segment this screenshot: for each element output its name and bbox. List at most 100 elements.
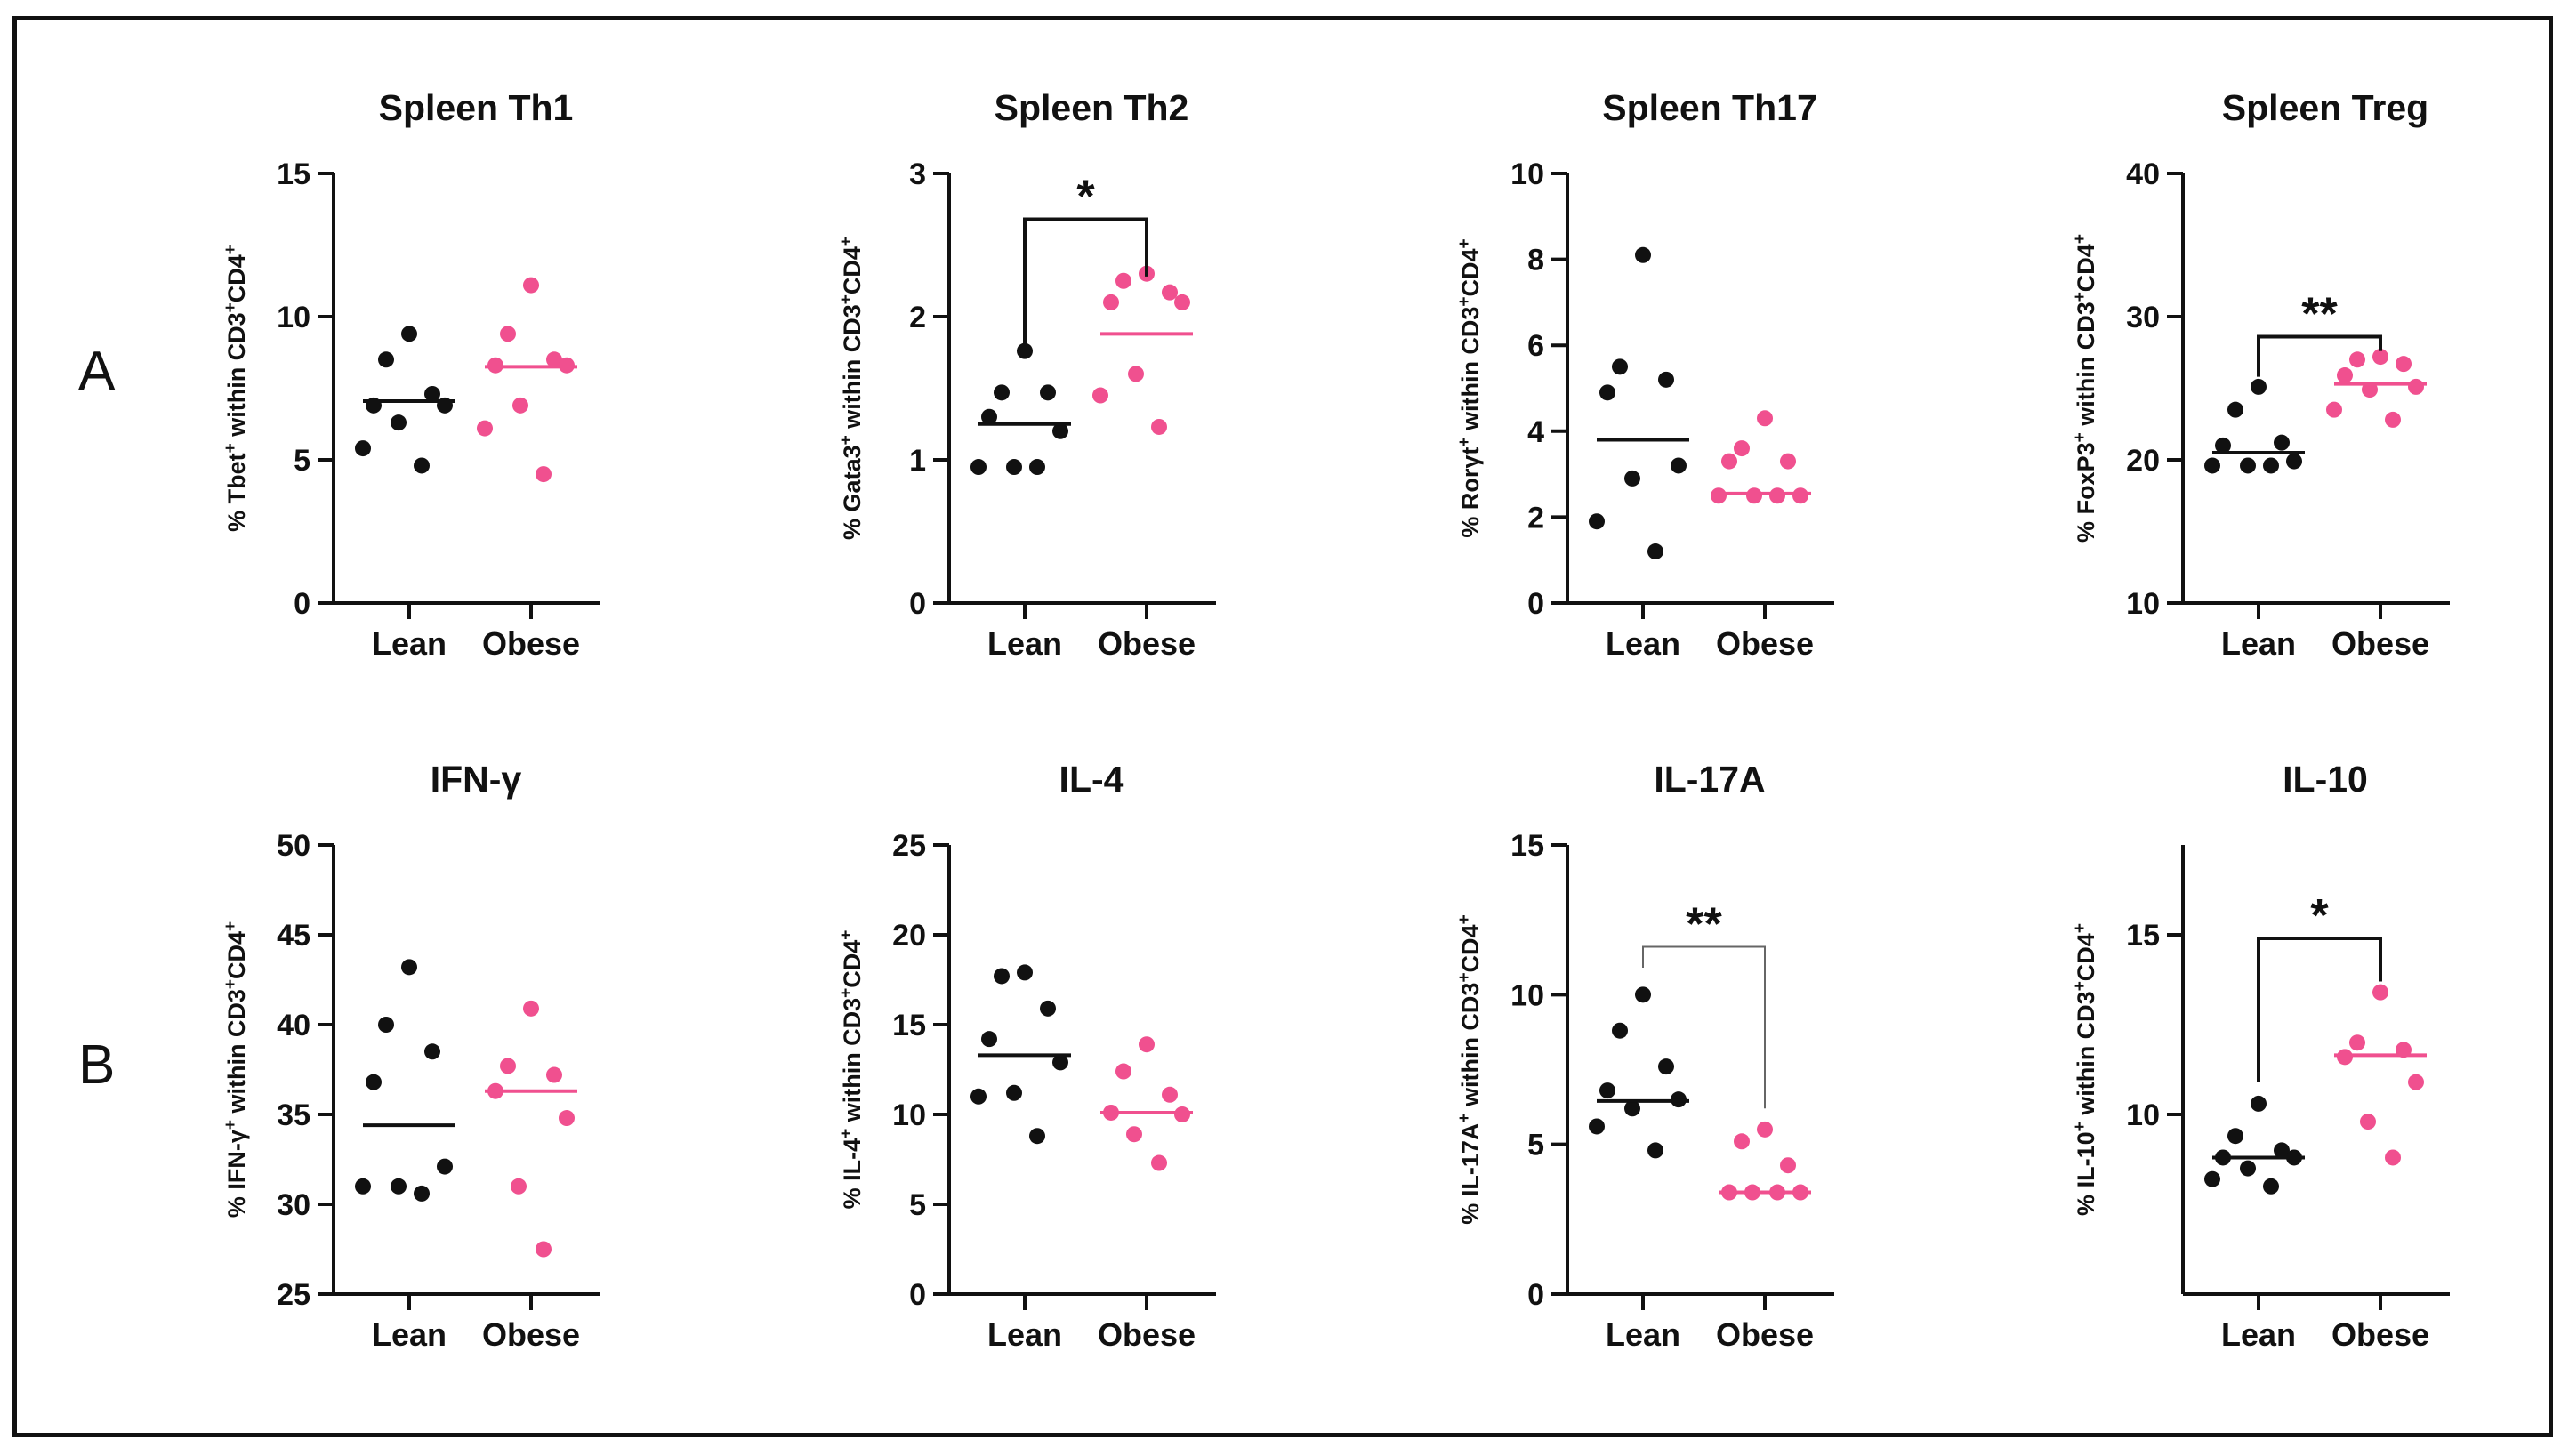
data-point-obese — [2349, 351, 2365, 368]
data-point-lean — [1017, 342, 1033, 359]
chart-title: Spleen Treg — [2222, 87, 2428, 128]
data-point-obese — [2360, 1114, 2376, 1130]
y-axis-label: % Tbet+ within CD3+CD4+ — [221, 245, 251, 532]
data-point-obese — [1734, 440, 1750, 457]
data-point-obese — [1757, 1121, 1773, 1138]
y-tick-label: 50 — [277, 829, 310, 863]
y-tick-label: 25 — [277, 1278, 310, 1312]
data-point-lean — [1624, 1100, 1640, 1117]
data-point-obese — [1757, 410, 1773, 427]
chart-title: Spleen Th1 — [379, 87, 574, 128]
x-tick-label: Lean — [1606, 625, 1680, 662]
x-tick-label: Obese — [1716, 1316, 1814, 1353]
y-tick-label: 30 — [277, 1188, 310, 1222]
significance-bracket — [1023, 217, 1148, 346]
data-point-obese — [1711, 487, 1727, 504]
data-point-obese — [1151, 1154, 1167, 1171]
data-point-obese — [1103, 294, 1119, 310]
data-point-lean — [1029, 1128, 1045, 1145]
data-point-lean — [1658, 1058, 1674, 1075]
data-point-obese — [1780, 1157, 1796, 1174]
data-point-lean — [1006, 1084, 1022, 1101]
data-point-lean — [1017, 964, 1033, 981]
data-point-lean — [1671, 457, 1687, 474]
y-tick-label: 10 — [2126, 587, 2160, 621]
y-tick-label: 10 — [1510, 978, 1544, 1012]
data-point-lean — [2204, 1170, 2220, 1187]
data-point-lean — [2274, 1142, 2290, 1159]
y-axis-label: % IL-10+ within CD3+CD4+ — [2071, 923, 2100, 1216]
y-axis-label: % IFN-γ+ within CD3+CD4+ — [221, 921, 251, 1218]
x-tick-label: Obese — [1716, 625, 1814, 662]
y-tick-label: 15 — [1510, 829, 1544, 863]
data-point-obese — [536, 1241, 552, 1258]
data-point-obese — [536, 466, 552, 483]
x-tick-label: Obese — [482, 1316, 580, 1353]
y-tick-label: 25 — [892, 829, 926, 863]
chart-title: IL-17A — [1654, 759, 1765, 800]
data-point-lean — [2240, 457, 2256, 474]
y-tick-label: 5 — [294, 444, 310, 478]
data-point-obese — [1746, 487, 1762, 504]
y-tick-label: 15 — [892, 1009, 926, 1042]
data-point-obese — [2326, 401, 2342, 418]
y-tick-label: 45 — [277, 919, 310, 953]
data-point-obese — [1126, 1126, 1142, 1143]
data-point-lean — [1052, 422, 1068, 439]
data-point-lean — [1612, 1022, 1628, 1039]
data-point-obese — [523, 277, 539, 294]
x-tick-label: Lean — [2221, 1316, 2296, 1353]
y-tick-label: 10 — [277, 301, 310, 334]
chart-panel-4: Spleen Treg 10 20 30 40 Lean Obese % FoxP3+ wit… — [2071, 87, 2450, 662]
data-point-lean — [981, 408, 997, 425]
data-point-obese — [1092, 387, 1108, 404]
significance-label: ** — [2301, 289, 2338, 341]
y-tick-label: 0 — [909, 1278, 926, 1312]
data-point-lean — [1635, 986, 1651, 1003]
y-tick-label: 10 — [892, 1098, 926, 1132]
y-axis-label: % IL-17A+ within CD3+CD4+ — [1455, 914, 1485, 1224]
y-tick-label: 5 — [909, 1188, 926, 1222]
data-point-obese — [2337, 1049, 2353, 1066]
data-point-lean — [391, 414, 407, 431]
data-point-lean — [2274, 434, 2290, 451]
data-point-lean — [970, 459, 987, 476]
y-tick-label: 6 — [1527, 329, 1544, 363]
x-tick-label: Lean — [1606, 1316, 1680, 1353]
data-point-lean — [2204, 457, 2220, 474]
data-point-obese — [2385, 411, 2401, 428]
chart-title: IL-4 — [1059, 759, 1124, 800]
data-point-lean — [401, 959, 417, 976]
y-tick-label: 20 — [2126, 444, 2160, 478]
y-axis-label: % Rorγt+ within CD3+CD4+ — [1455, 238, 1485, 537]
y-tick-label: 0 — [294, 587, 310, 621]
chart-panel-2: Spleen Th2 0 1 2 3 Lean Obese % Gata3+ within C… — [837, 87, 1216, 662]
significance-bracket — [2257, 334, 2382, 377]
y-tick-label: 1 — [909, 444, 926, 478]
y-tick-label: 30 — [2126, 301, 2160, 334]
y-tick-label: 15 — [2126, 919, 2160, 953]
data-point-lean — [1040, 384, 1056, 401]
data-point-lean — [1052, 1054, 1068, 1071]
data-point-lean — [1647, 1142, 1663, 1159]
y-tick-label: 2 — [1527, 501, 1544, 535]
figure-border — [12, 16, 2553, 1437]
x-tick-label: Obese — [1098, 625, 1196, 662]
y-tick-label: 5 — [1527, 1129, 1544, 1162]
data-point-obese — [1174, 294, 1190, 310]
data-point-lean — [366, 1074, 382, 1090]
data-point-obese — [2408, 1074, 2424, 1090]
data-point-obese — [1139, 1036, 1155, 1053]
data-point-obese — [1780, 453, 1796, 470]
data-point-lean — [1635, 246, 1651, 263]
data-point-obese — [1734, 1133, 1750, 1150]
data-point-lean — [424, 1043, 440, 1060]
data-point-obese — [1792, 487, 1808, 504]
data-point-obese — [1128, 366, 1144, 382]
chart-title: Spleen Th17 — [1602, 87, 1817, 128]
y-axis-label: % Gata3+ within CD3+CD4+ — [837, 237, 866, 540]
data-point-lean — [970, 1088, 987, 1105]
x-tick-label: Lean — [2221, 625, 2296, 662]
significance-label: * — [2310, 890, 2329, 942]
